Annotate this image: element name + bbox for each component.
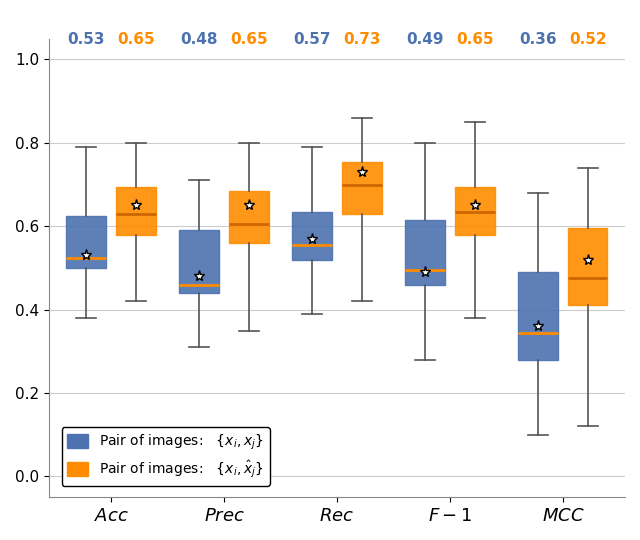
PathPatch shape: [342, 161, 381, 214]
Text: 0.65: 0.65: [117, 32, 155, 47]
PathPatch shape: [229, 191, 269, 243]
Text: 0.57: 0.57: [293, 32, 331, 47]
PathPatch shape: [518, 272, 558, 360]
Text: 0.73: 0.73: [343, 32, 381, 47]
Text: 0.36: 0.36: [519, 32, 557, 47]
Text: 0.65: 0.65: [456, 32, 493, 47]
Text: 0.65: 0.65: [230, 32, 268, 47]
Legend: Pair of images:   $\{x_i, x_j\}$, Pair of images:   $\{x_i, \hat{x}_j\}$: Pair of images: $\{x_i, x_j\}$, Pair of …: [61, 427, 269, 486]
PathPatch shape: [292, 212, 332, 260]
PathPatch shape: [179, 231, 219, 293]
PathPatch shape: [67, 216, 106, 268]
Text: 0.53: 0.53: [67, 32, 105, 47]
PathPatch shape: [116, 187, 156, 234]
Text: 0.49: 0.49: [406, 32, 444, 47]
Text: 0.52: 0.52: [569, 32, 607, 47]
Text: 0.48: 0.48: [180, 32, 218, 47]
PathPatch shape: [405, 220, 445, 285]
PathPatch shape: [455, 187, 495, 234]
PathPatch shape: [568, 228, 607, 306]
